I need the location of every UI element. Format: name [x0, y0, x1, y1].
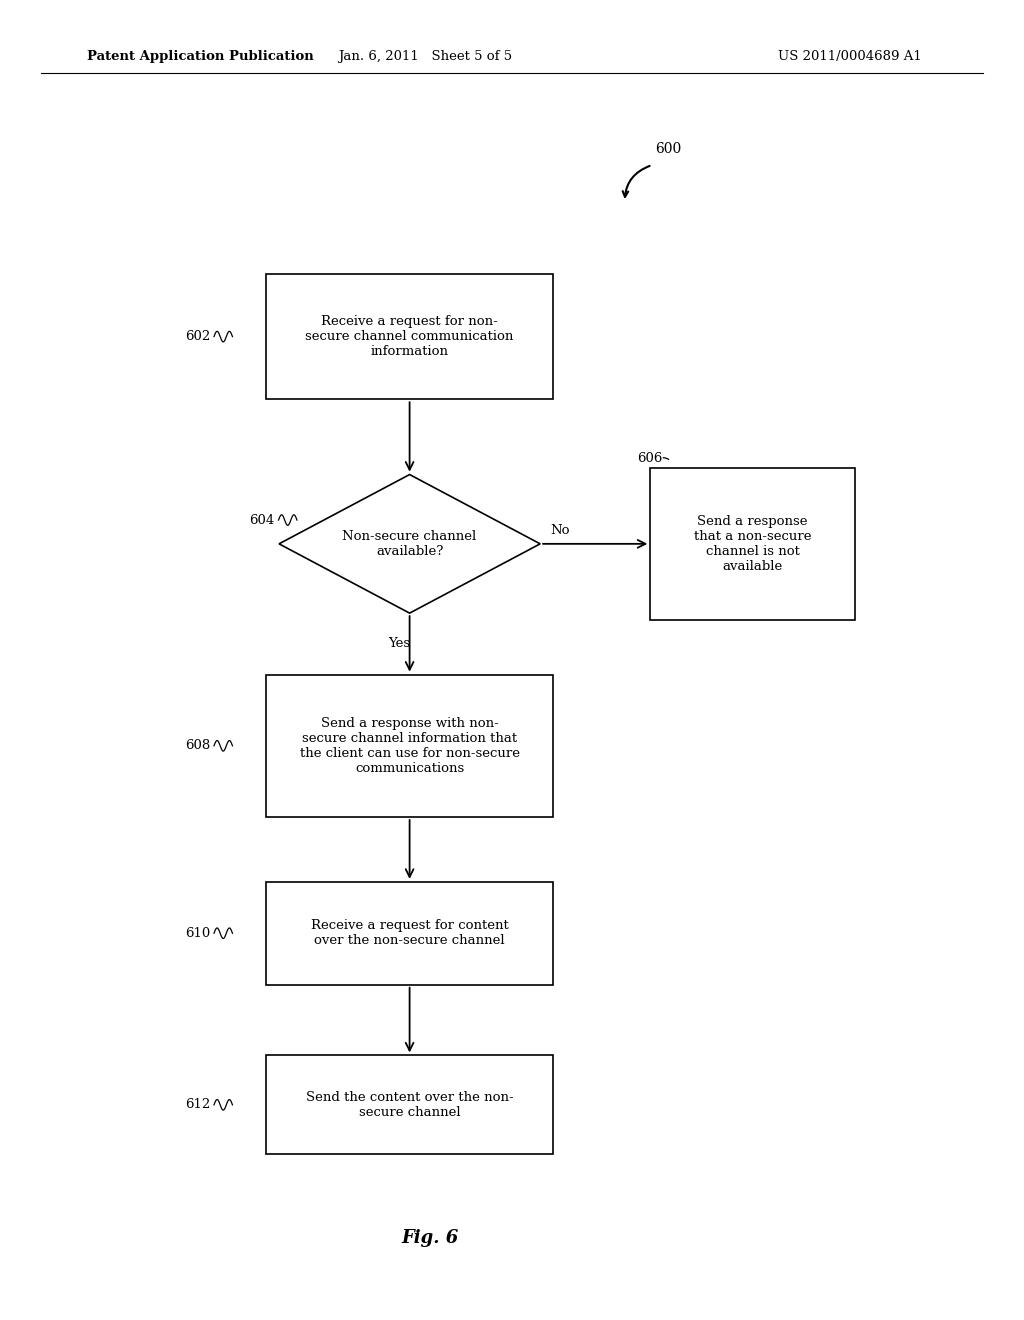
Text: 612: 612	[184, 1098, 210, 1111]
Text: Send the content over the non-
secure channel: Send the content over the non- secure ch…	[306, 1090, 513, 1119]
Bar	[266, 1056, 553, 1154]
Text: 604: 604	[249, 513, 274, 527]
Text: 602: 602	[184, 330, 210, 343]
Text: Yes: Yes	[388, 638, 411, 649]
Text: 610: 610	[184, 927, 210, 940]
Text: US 2011/0004689 A1: US 2011/0004689 A1	[778, 50, 922, 63]
Text: Fig. 6: Fig. 6	[401, 1229, 459, 1247]
Text: No: No	[551, 524, 570, 537]
Text: Non-secure channel
available?: Non-secure channel available?	[342, 529, 477, 558]
Text: Patent Application Publication: Patent Application Publication	[87, 50, 313, 63]
Text: Receive a request for non-
secure channel communication
information: Receive a request for non- secure channe…	[305, 315, 514, 358]
Text: Receive a request for content
over the non-secure channel: Receive a request for content over the n…	[310, 919, 509, 948]
Text: Send a response
that a non-secure
channel is not
available: Send a response that a non-secure channe…	[694, 515, 811, 573]
Bar	[266, 275, 553, 399]
Bar	[266, 882, 553, 985]
Text: Jan. 6, 2011   Sheet 5 of 5: Jan. 6, 2011 Sheet 5 of 5	[338, 50, 512, 63]
Text: Send a response with non-
secure channel information that
the client can use for: Send a response with non- secure channel…	[300, 717, 519, 775]
Polygon shape	[279, 475, 541, 612]
Bar	[650, 469, 855, 620]
Text: 606: 606	[637, 451, 663, 465]
Text: 600: 600	[655, 141, 682, 156]
Text: 608: 608	[184, 739, 210, 752]
Bar	[266, 675, 553, 817]
